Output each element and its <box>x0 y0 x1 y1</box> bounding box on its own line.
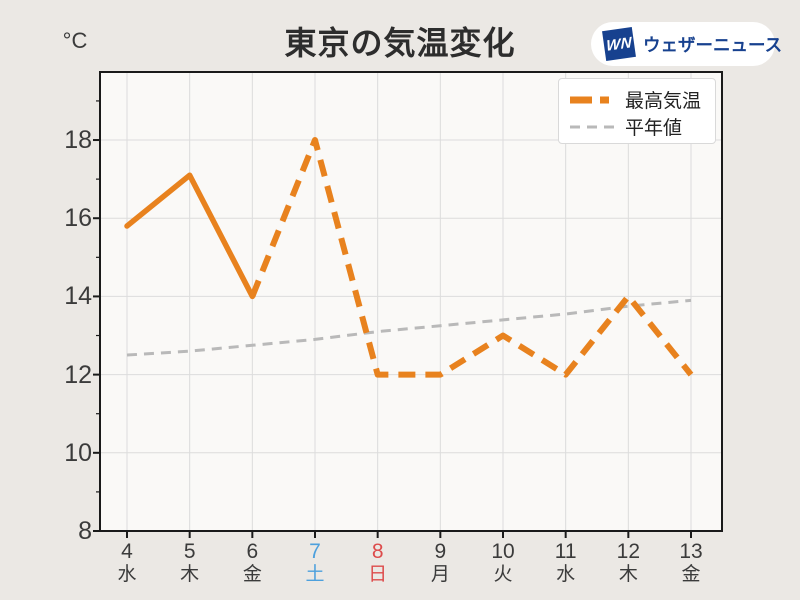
weathernews-logo: WN ウェザーニュース <box>591 22 782 66</box>
plot-border <box>99 71 723 532</box>
legend-item-normal: 平年値 <box>569 113 705 140</box>
legend-item-max-temp: 最高気温 <box>569 86 705 113</box>
max-temp-line-observed <box>124 172 256 300</box>
normal-line-swatch <box>570 125 614 128</box>
max-temp-line-swatch <box>570 96 614 103</box>
legend-label-max-temp: 最高気温 <box>625 91 702 112</box>
logo-brand-text: ウェザーニュース <box>643 34 783 55</box>
plot-area <box>100 72 722 531</box>
legend-label-normal: 平年値 <box>625 118 683 139</box>
max-temp-line-forecast <box>249 137 694 378</box>
legend: 最高気温 平年値 <box>558 78 716 144</box>
normal-temp-line <box>126 298 692 357</box>
page-title: 東京の気温変化 <box>284 25 516 61</box>
unit-label: °C <box>62 28 88 53</box>
